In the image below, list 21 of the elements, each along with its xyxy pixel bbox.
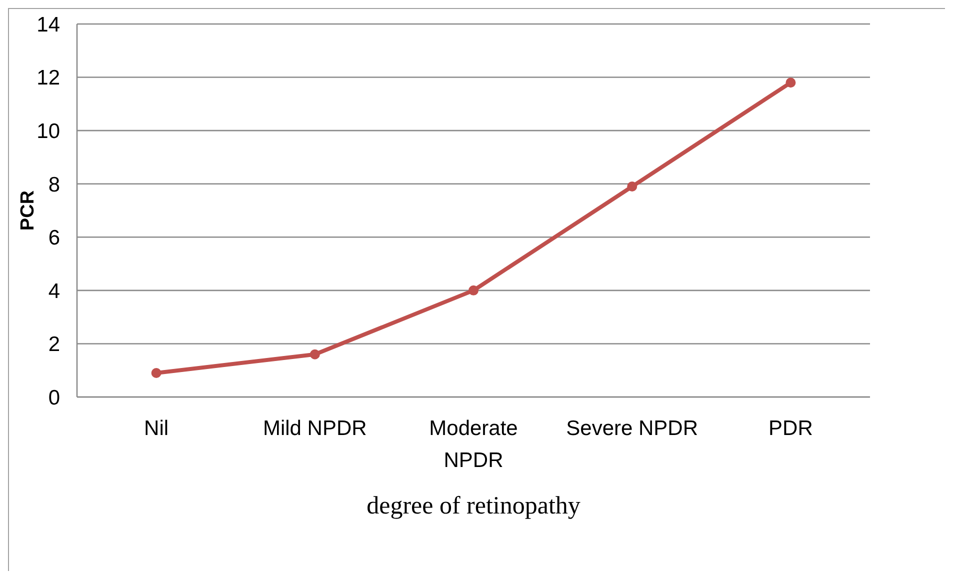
x-tick-label: Nil [144,417,169,440]
y-tick-label: 6 [48,226,60,250]
x-tick-label: Severe NPDR [566,417,698,440]
x-tick-label: Mild NPDR [262,417,367,440]
y-tick-label: 0 [48,386,60,410]
y-tick-label: 2 [48,333,60,356]
point [151,368,162,378]
chart-frame: degree of retinopathy PCR Nil Mild NPDR Moderate NPDR Severe NPDR PDR 0 2 4 6 8 10 12 14 [8,8,945,571]
x-tick-label: PDR [768,417,813,440]
point [310,349,320,360]
y-tick-label: 10 [36,120,60,144]
y-tick-label: 4 [48,280,60,303]
x-axis-title: degree of retinopathy [366,492,581,520]
y-tick-label: 8 [48,173,60,196]
x-tick-label: Moderate NPDR [429,417,518,472]
y-tick-label: 12 [36,66,60,90]
y-axis-title: PCR [18,190,38,231]
point [627,182,638,192]
point [468,285,478,296]
point [786,78,796,88]
y-tick-label: 14 [36,13,60,36]
